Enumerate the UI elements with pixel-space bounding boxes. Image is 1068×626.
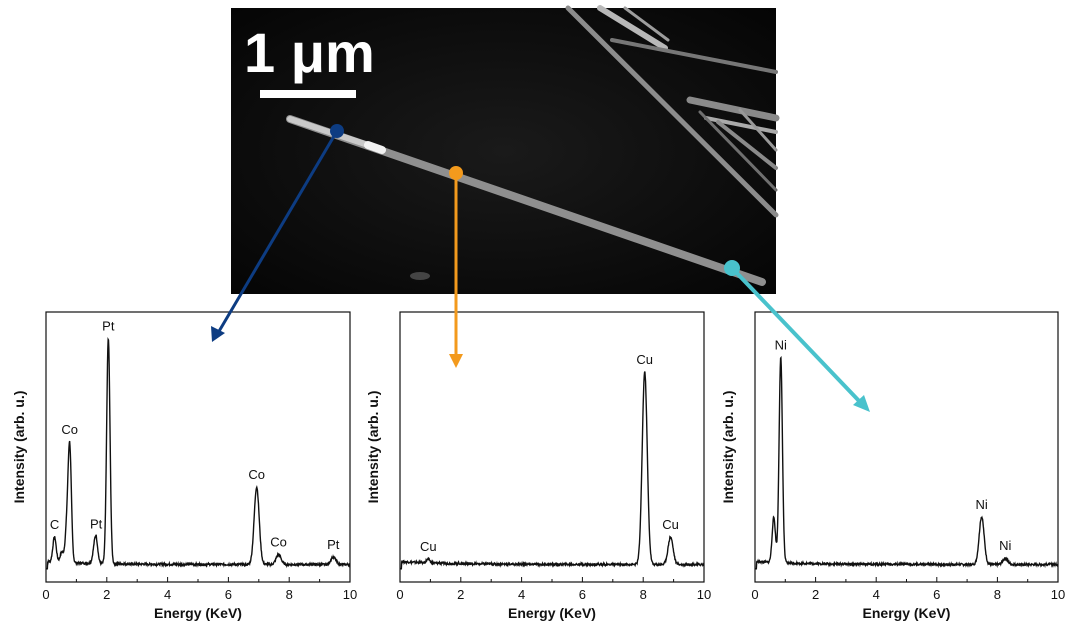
spectrum-line bbox=[400, 371, 705, 570]
eds-spectrum-left: 0 2 4 6 8 10 Energy (KeV) Intensity (arb. u.) C C… bbox=[11, 311, 357, 621]
x-tick-label: 0 bbox=[396, 587, 403, 602]
peak-label: Ni bbox=[999, 538, 1011, 553]
plot-frame bbox=[399, 311, 705, 583]
x-axis-label: Energy (KeV) bbox=[154, 605, 242, 621]
eds-spectrum-right: 0 2 4 6 8 10 Energy (KeV) Intensity (arb. u.) Ni… bbox=[720, 311, 1065, 621]
spectrum-line bbox=[755, 355, 1059, 570]
y-axis-label: Intensity (arb. u.) bbox=[365, 391, 381, 504]
x-tick-label: 4 bbox=[164, 587, 171, 602]
x-tick-label: 4 bbox=[518, 587, 525, 602]
scale-bar bbox=[260, 90, 356, 98]
x-tick-label: 6 bbox=[225, 587, 232, 602]
x-tick-label: 0 bbox=[751, 587, 758, 602]
y-axis-label: Intensity (arb. u.) bbox=[11, 391, 27, 504]
peak-label: Cu bbox=[420, 539, 437, 554]
peak-label: Ni bbox=[976, 497, 988, 512]
x-tick-label: 10 bbox=[1051, 587, 1065, 602]
x-tick-label: 8 bbox=[640, 587, 647, 602]
peak-label: Pt bbox=[327, 537, 340, 552]
x-tick-label: 10 bbox=[697, 587, 711, 602]
peak-label: Co bbox=[61, 422, 78, 437]
x-tick-label: 0 bbox=[42, 587, 49, 602]
x-tick-label: 2 bbox=[457, 587, 464, 602]
peak-label: Cu bbox=[636, 352, 653, 367]
location-arrows bbox=[211, 124, 870, 412]
x-tick-label: 8 bbox=[994, 587, 1001, 602]
marker-dot-left bbox=[330, 124, 344, 138]
peak-label: Pt bbox=[90, 516, 103, 531]
arrow-left bbox=[211, 124, 344, 342]
peak-label: C bbox=[50, 517, 59, 532]
x-tick-label: 8 bbox=[286, 587, 293, 602]
peak-label: Pt bbox=[102, 319, 115, 334]
eds-spectrum-middle: 0 2 4 6 8 10 Energy (KeV) Intensity (arb. u.) Cu… bbox=[365, 311, 711, 621]
peak-label: Co bbox=[248, 467, 265, 482]
spectrum-line bbox=[46, 337, 351, 570]
sem-micrograph: 1 μm bbox=[231, 5, 780, 294]
arrow-right bbox=[724, 260, 870, 412]
peak-label: Cu bbox=[662, 517, 679, 532]
plot-frame bbox=[45, 311, 351, 583]
x-tick-label: 2 bbox=[103, 587, 110, 602]
marker-dot-right bbox=[724, 260, 740, 276]
x-tick-label: 4 bbox=[873, 587, 880, 602]
x-tick-label: 10 bbox=[343, 587, 357, 602]
x-axis-label: Energy (KeV) bbox=[863, 605, 951, 621]
plot-frame bbox=[754, 311, 1059, 583]
x-axis-label: Energy (KeV) bbox=[508, 605, 596, 621]
scale-bar-label: 1 μm bbox=[244, 21, 375, 84]
peak-label: Ni bbox=[775, 338, 787, 353]
y-axis-label: Intensity (arb. u.) bbox=[720, 391, 736, 504]
x-tick-label: 2 bbox=[812, 587, 819, 602]
arrow-middle bbox=[449, 166, 463, 368]
peak-label: Co bbox=[270, 534, 287, 549]
x-tick-label: 6 bbox=[933, 587, 940, 602]
marker-dot-middle bbox=[449, 166, 463, 180]
x-tick-label: 6 bbox=[579, 587, 586, 602]
background-nanowires bbox=[410, 5, 780, 280]
